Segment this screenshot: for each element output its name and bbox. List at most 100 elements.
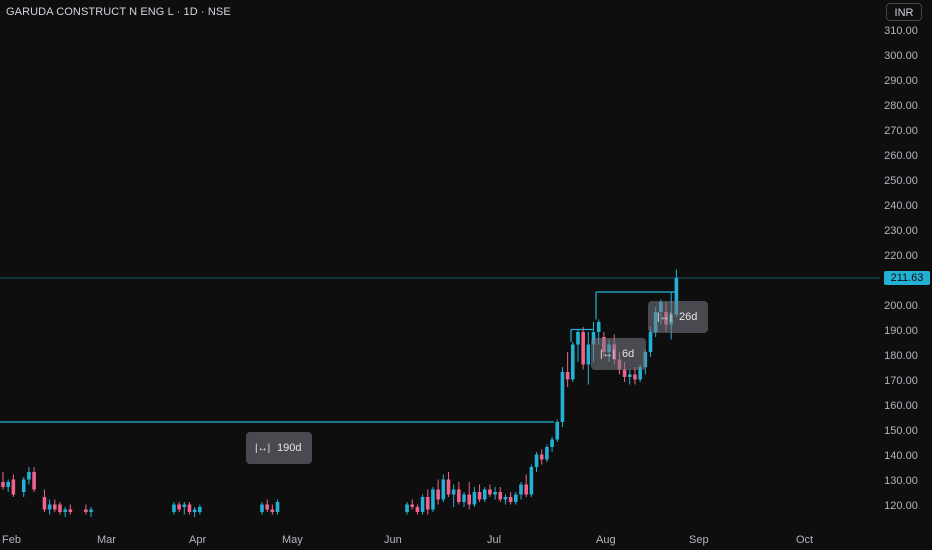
range-icon: |↔|: [600, 349, 616, 360]
x-tick-label: Jul: [487, 534, 502, 546]
y-tick-label: 220.00: [884, 250, 918, 262]
range-icon: |↔|: [255, 443, 271, 454]
candle-body: [420, 497, 425, 512]
y-tick-label: 300.00: [884, 50, 918, 62]
candle-body: [187, 504, 192, 512]
candle-body: [32, 472, 36, 490]
candle-body: [508, 497, 513, 502]
y-tick-label: 170.00: [884, 375, 918, 387]
candle-body: [534, 454, 539, 467]
range-measure-6d[interactable]: |↔| 6d: [591, 338, 646, 370]
candle-body: [638, 367, 642, 380]
y-tick-label: 290.00: [884, 75, 918, 87]
candle-body: [53, 504, 57, 510]
candle-body: [441, 479, 446, 500]
candle-body: [63, 509, 67, 512]
candle-body: [431, 489, 435, 510]
candle-body: [586, 344, 591, 365]
candle-body: [498, 492, 503, 500]
candle-body: [519, 484, 523, 495]
candle-body: [576, 332, 580, 345]
candle-body: [260, 504, 264, 512]
candle-body: [457, 489, 461, 502]
y-tick-label: 180.00: [884, 350, 918, 362]
range-icon: |↔|: [657, 312, 673, 323]
candle-body: [462, 494, 466, 502]
candle-body: [539, 454, 544, 460]
candle-body: [270, 509, 275, 512]
x-tick-label: Aug: [596, 534, 616, 546]
candle-body: [529, 467, 534, 495]
candle-body: [503, 497, 508, 500]
candle-body: [68, 509, 73, 512]
candle-body: [275, 502, 280, 512]
candle-body: [84, 509, 88, 512]
x-tick-label: Oct: [796, 534, 814, 546]
candle-body: [571, 344, 575, 380]
candle-body: [545, 447, 549, 460]
candle-body: [405, 504, 409, 512]
x-tick-label: Jun: [384, 534, 402, 546]
candle-body: [47, 504, 52, 510]
candle-body: [446, 479, 451, 495]
candle-body: [622, 369, 627, 377]
range-label: 190d: [277, 442, 302, 454]
x-tick-label: May: [282, 534, 303, 546]
candle-body: [6, 482, 10, 487]
candle-body: [633, 374, 637, 380]
y-tick-label: 240.00: [884, 200, 918, 212]
y-tick-label: 130.00: [884, 475, 918, 487]
candle-body: [42, 497, 47, 510]
candle-body: [488, 489, 492, 495]
candle-body: [89, 509, 93, 512]
y-tick-label: 310.00: [884, 25, 918, 37]
y-tick-label: 270.00: [884, 125, 918, 137]
candle-body: [172, 504, 176, 512]
x-tick-label: Mar: [97, 534, 116, 546]
candle-body: [425, 497, 430, 510]
y-tick-label: 190.00: [884, 325, 918, 337]
candle-body: [192, 509, 197, 512]
range-label: 6d: [622, 348, 635, 360]
candle-body: [524, 484, 528, 495]
candle-body: [477, 492, 482, 500]
candle-body: [265, 504, 269, 510]
candle-body: [11, 479, 16, 495]
candle-body: [472, 492, 477, 505]
y-tick-label: 120.00: [884, 500, 918, 512]
symbol-title: GARUDA CONSTRUCT N ENG L · 1D · NSE: [6, 6, 231, 18]
candle-body: [415, 507, 420, 512]
x-tick-label: Sep: [689, 534, 709, 546]
candle-body: [493, 492, 497, 495]
candle-body: [27, 472, 31, 480]
y-tick-label: 250.00: [884, 175, 918, 187]
candle-body: [555, 422, 560, 440]
candle-body: [550, 439, 554, 447]
y-tick-label: 280.00: [884, 100, 918, 112]
y-tick-label: 140.00: [884, 450, 918, 462]
candle-body: [674, 277, 679, 315]
candle-body: [1, 482, 5, 487]
candle-body: [482, 489, 487, 500]
y-tick-label: 160.00: [884, 400, 918, 412]
candle-body: [177, 504, 181, 510]
y-tick-label: 150.00: [884, 425, 918, 437]
candle-body: [182, 504, 187, 507]
last-price-tag: 211.63: [884, 271, 930, 285]
range-label: 26d: [679, 311, 698, 323]
range-measure-26d[interactable]: |↔| 26d: [648, 301, 708, 333]
candle-body: [514, 494, 518, 502]
candle-body: [627, 374, 632, 377]
currency-button[interactable]: INR: [886, 3, 922, 21]
y-tick-label: 200.00: [884, 300, 918, 312]
candle-body: [560, 372, 565, 422]
candle-body: [565, 372, 570, 380]
candle-body: [596, 322, 601, 332]
range-measure-190d[interactable]: |↔| 190d: [246, 432, 312, 464]
candle-body: [648, 332, 653, 352]
x-tick-label: Feb: [2, 534, 21, 546]
y-tick-label: 230.00: [884, 225, 918, 237]
candle-body: [451, 489, 456, 495]
candle-body: [436, 489, 440, 500]
